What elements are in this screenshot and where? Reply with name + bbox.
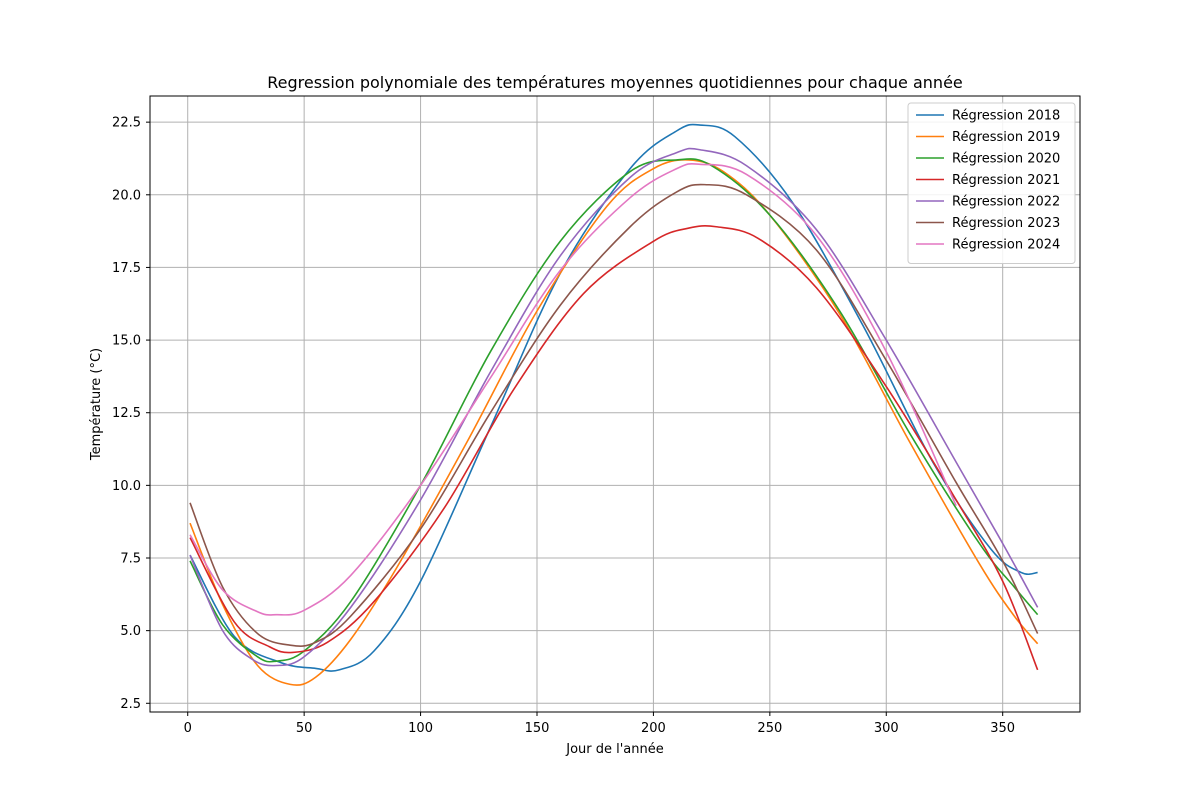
x-tick-label: 100 [408,721,433,736]
y-axis-label: Température (°C) [89,348,104,461]
plot-frame [149,95,1081,713]
legend-label: Régression 2023 [952,216,1060,231]
y-tick-label: 20.0 [112,188,141,203]
series-lines [189,123,1039,686]
legend-label: Régression 2022 [952,195,1060,210]
series-line-r-gression-2024 [189,162,957,616]
series-line-r-gression-2021 [189,225,1039,671]
legend-label: Régression 2019 [952,130,1060,145]
y-tick-label: 7.5 [120,552,141,567]
x-tick-label: 150 [525,721,550,736]
y-tick-label: 2.5 [120,697,141,712]
x-tick-label: 200 [641,721,666,736]
series-line-r-gression-2020 [189,158,1039,663]
x-tick-label: 350 [990,721,1015,736]
x-tick-label: 300 [874,721,899,736]
x-tick-label: 250 [757,721,782,736]
y-tick-label: 17.5 [112,261,141,276]
legend-label: Régression 2024 [952,238,1060,253]
y-tick-label: 12.5 [112,406,141,421]
y-tick-label: 5.0 [120,624,141,639]
legend: Régression 2018 Régression 2019 Régression… [907,102,1076,264]
legend-label: Régression 2021 [952,173,1060,188]
x-tick-label: 50 [296,721,313,736]
series-line-r-gression-2019 [189,159,1039,686]
legend-box [907,102,1076,264]
x-tick-label: 0 [184,721,192,736]
y-tick-label: 10.0 [112,479,141,494]
x-axis-label: Jour de l'année [565,742,664,757]
series-line-r-gression-2022 [189,147,1039,667]
y-tick-label: 15.0 [112,334,141,349]
chart-title: Regression polynomiale des températures … [267,73,963,92]
y-tick-label: 22.5 [112,116,141,131]
legend-label: Régression 2018 [952,109,1060,124]
axis-ticks: 0 50 100 150 200 250 300 350 2.5 5.0 7.5 10.0 12.5 15… [112,116,1015,736]
series-line-r-gression-2023 [189,183,1039,647]
legend-label: Régression 2020 [952,152,1060,167]
